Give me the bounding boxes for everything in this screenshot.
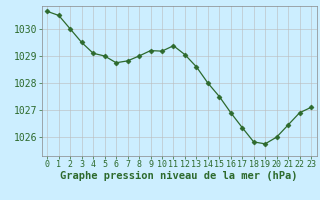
X-axis label: Graphe pression niveau de la mer (hPa): Graphe pression niveau de la mer (hPa)	[60, 171, 298, 181]
